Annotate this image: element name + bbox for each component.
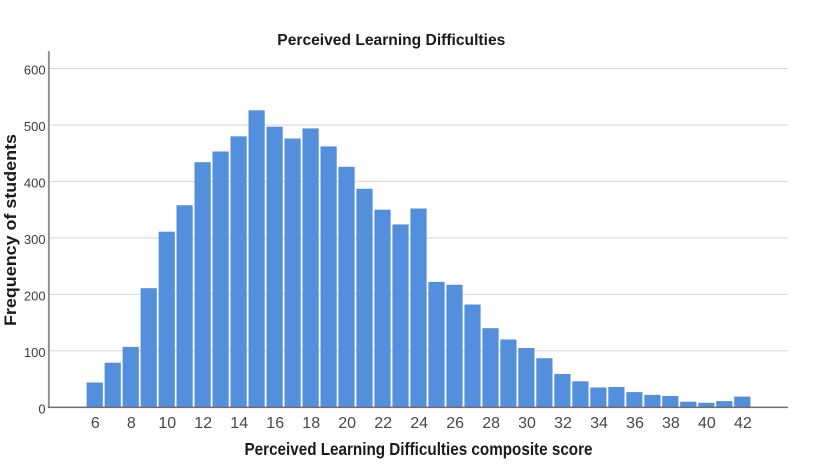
svg-text:Frequency of students: Frequency of students — [1, 134, 20, 326]
svg-text:6: 6 — [91, 415, 100, 432]
svg-text:100: 100 — [24, 345, 46, 360]
svg-text:14: 14 — [230, 415, 248, 432]
svg-text:42: 42 — [734, 415, 752, 432]
svg-text:32: 32 — [554, 415, 572, 432]
svg-text:Perceived Learning Difficultie: Perceived Learning Difficulties — [277, 32, 505, 49]
svg-text:22: 22 — [374, 415, 392, 432]
svg-text:10: 10 — [158, 415, 176, 432]
svg-text:34: 34 — [590, 415, 608, 432]
svg-text:500: 500 — [24, 119, 46, 134]
svg-text:8: 8 — [127, 415, 136, 432]
svg-text:0: 0 — [38, 401, 45, 416]
svg-text:24: 24 — [410, 415, 428, 432]
svg-text:38: 38 — [662, 415, 680, 432]
svg-text:28: 28 — [482, 415, 500, 432]
svg-text:36: 36 — [626, 415, 644, 432]
svg-text:26: 26 — [446, 415, 464, 432]
svg-text:20: 20 — [338, 415, 356, 432]
svg-text:300: 300 — [24, 232, 46, 247]
svg-text:40: 40 — [698, 415, 716, 432]
svg-text:200: 200 — [24, 288, 46, 303]
svg-text:Perceived Learning Difficultie: Perceived Learning Difficulties composit… — [245, 439, 593, 459]
svg-text:400: 400 — [24, 175, 46, 190]
svg-text:18: 18 — [302, 415, 320, 432]
svg-text:12: 12 — [194, 415, 212, 432]
svg-text:30: 30 — [518, 415, 536, 432]
svg-text:600: 600 — [24, 63, 46, 78]
svg-text:16: 16 — [266, 415, 284, 432]
